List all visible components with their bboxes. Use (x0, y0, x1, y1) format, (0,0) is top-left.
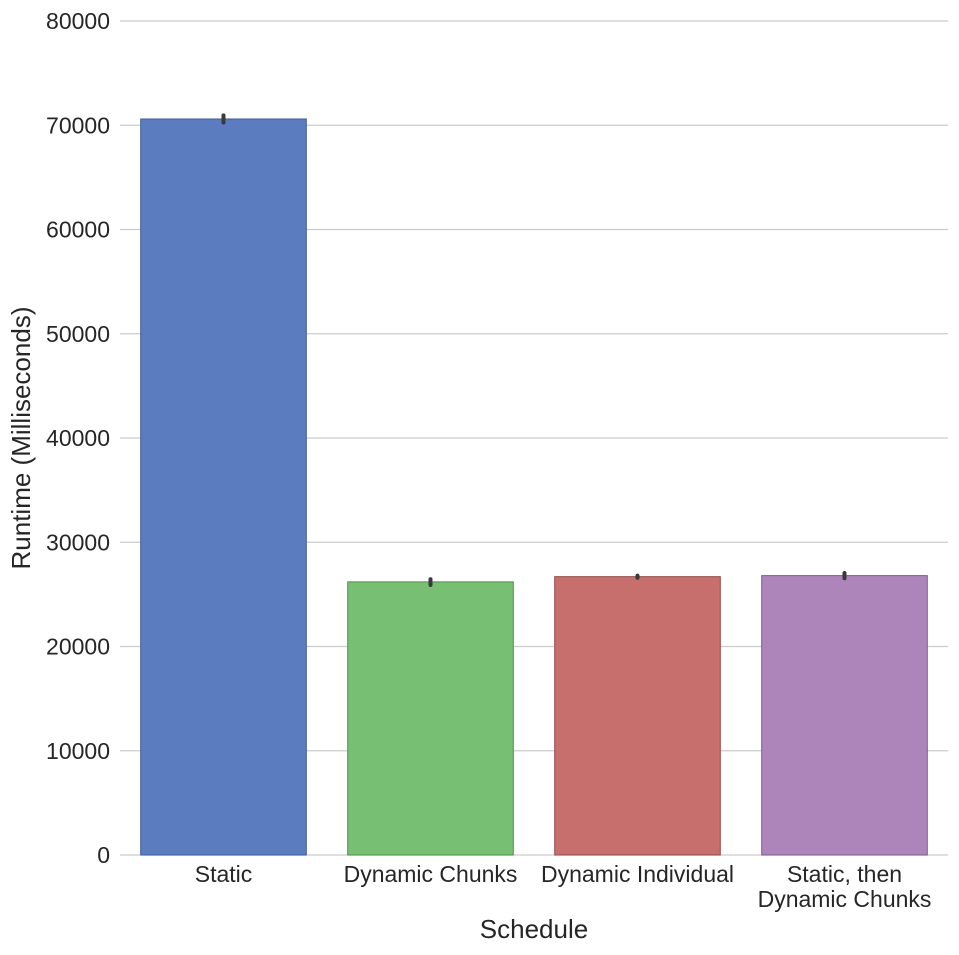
y-tick-label: 30000 (46, 529, 110, 555)
y-tick-label: 50000 (46, 321, 110, 347)
error-bars (221, 113, 847, 587)
y-tick-label: 20000 (46, 634, 110, 660)
bar (761, 575, 928, 856)
bar (347, 581, 514, 856)
y-tick-label: 40000 (46, 425, 110, 451)
x-tick-label: Static (195, 861, 253, 887)
x-tick-label: Dynamic Individual (541, 861, 734, 887)
y-tick-labels: 0 10000 20000 30000 40000 50000 60000 70000 8000… (46, 8, 110, 868)
y-axis-label: Runtime (Milliseconds) (6, 307, 36, 570)
bars (140, 118, 928, 856)
bar (140, 118, 307, 856)
y-tick-label: 10000 (46, 738, 110, 764)
x-axis-label: Schedule (480, 914, 588, 944)
y-tick-label: 70000 (46, 112, 110, 138)
x-tick-labels: Static Dynamic Chunks Dynamic Individual St… (195, 861, 932, 912)
x-tick-label: Dynamic Chunks (344, 861, 518, 887)
y-tick-label: 0 (97, 842, 110, 868)
y-tick-label: 60000 (46, 217, 110, 243)
y-tick-label: 80000 (46, 8, 110, 34)
bar (554, 576, 721, 856)
x-tick-label: Static, then Dynamic Chunks (758, 861, 932, 912)
